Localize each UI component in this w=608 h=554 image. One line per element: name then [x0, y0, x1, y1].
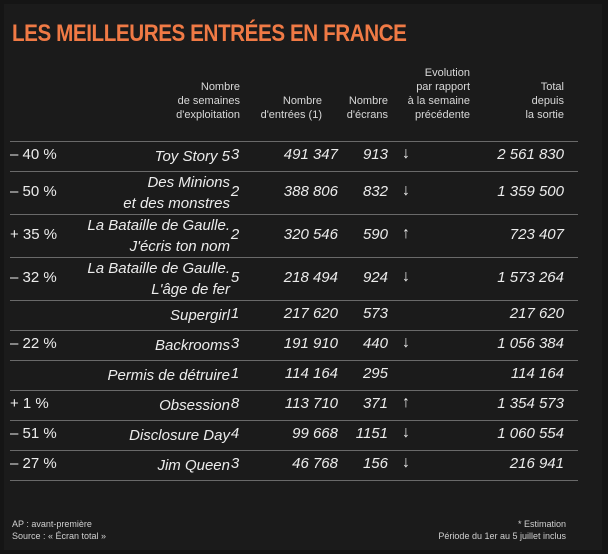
total-value: 2 561 830: [497, 146, 564, 163]
arrow-up-icon: ↑: [402, 394, 410, 411]
box-office-panel: [4, 4, 602, 550]
weeks-value: 1: [230, 365, 240, 382]
screens-value: 1151: [355, 425, 388, 442]
table-row: Toy Story 5 3 491 347 913 – 40 % 2 561 830 ↓: [10, 142, 578, 172]
evolution-value: – 51 %: [10, 425, 57, 442]
screens-value: 295: [362, 365, 388, 382]
arrow-down-icon: ↓: [402, 145, 410, 162]
weeks-value: 2: [230, 183, 240, 200]
film-title: Toy Story 5: [154, 148, 230, 165]
weeks-value: 8: [230, 395, 240, 412]
evolution-value: + 1 %: [10, 395, 49, 412]
total-value: 216 941: [509, 455, 564, 472]
table-row: Obsession 8 113 710 371 + 1 % 1 354 573 ↑: [10, 391, 578, 421]
arrow-down-icon: ↓: [402, 334, 410, 351]
screens-value: 371: [362, 395, 388, 412]
film-title: Jim Queen: [157, 457, 230, 474]
entries-value: 46 768: [292, 455, 338, 472]
weeks-value: 3: [230, 455, 240, 472]
film-title: Permis de détruire: [107, 367, 230, 384]
total-value: 1 056 384: [497, 335, 564, 352]
table-row: La Bataille de Gaulle. L'âge de fer 5 218 …: [10, 258, 578, 301]
weeks-value: 4: [230, 425, 240, 442]
box-office-table: Toy Story 5 3 491 347 913– 40 % 2 561 830 ↓ De…: [10, 141, 578, 481]
table-row: Jim Queen 3 46 768 156 – 27 % 216 941 ↓: [10, 451, 578, 481]
weeks-value: 1: [230, 305, 240, 322]
entries-value: 491 347: [283, 146, 338, 163]
film-title: Disclosure Day: [129, 427, 230, 444]
total-value: 114 164: [510, 365, 564, 382]
evolution-value: – 50 %: [10, 183, 57, 200]
page-title: LES MEILLEURES ENTRÉES EN FRANCE: [12, 20, 407, 47]
total-value: 217 620: [509, 305, 564, 322]
arrow-down-icon: ↓: [402, 268, 410, 285]
footer-notes: AP : avant-première Source : « Écran tot…: [12, 519, 107, 541]
arrow-down-icon: ↓: [402, 182, 410, 199]
evolution-value: – 40 %: [10, 146, 57, 163]
total-value: 723 407: [509, 226, 564, 243]
entries-value: 99 668: [292, 425, 338, 442]
film-title: Backrooms: [154, 337, 230, 354]
table-row: Supergirl 1 217 620 573 217 620: [10, 301, 578, 331]
film-title: Obsession: [159, 397, 230, 414]
arrow-down-icon: ↓: [402, 424, 410, 441]
header-entries: Nombre d'entrées (1): [260, 95, 322, 121]
evolution-value: – 32 %: [10, 269, 57, 286]
screens-value: 913: [362, 146, 388, 163]
entries-value: 191 910: [283, 335, 338, 352]
film-title: La Bataille de Gaulle. J'écris ton nom: [87, 217, 230, 255]
screens-value: 924: [362, 269, 388, 286]
total-value: 1 060 554: [497, 425, 564, 442]
weeks-value: 5: [230, 269, 240, 286]
screens-value: 573: [362, 305, 388, 322]
header-evolution: Evolution par rapport à la semaine précé…: [407, 67, 470, 121]
entries-value: 320 546: [283, 226, 338, 243]
header-weeks: Nombre de semaines d'exploitation: [176, 81, 240, 121]
table-row: Des Minions et des monstres 2 388 806 832 – …: [10, 172, 578, 215]
entries-value: 113 710: [284, 395, 338, 412]
film-title: Supergirl: [169, 307, 230, 324]
weeks-value: 3: [230, 146, 240, 163]
entries-value: 388 806: [283, 183, 338, 200]
total-value: 1 359 500: [497, 183, 564, 200]
arrow-down-icon: ↓: [402, 454, 410, 471]
screens-value: 440: [362, 335, 388, 352]
weeks-value: 2: [230, 226, 240, 243]
table-row: Permis de détruire 1 114 164 295 114 164: [10, 361, 578, 391]
header-total: Total depuis la sortie: [525, 81, 564, 121]
footer-period: * Estimation Période du 1er au 5 juillet…: [438, 519, 566, 541]
entries-value: 217 620: [283, 305, 338, 322]
entries-value: 114 164: [284, 365, 338, 382]
total-value: 1 354 573: [497, 395, 564, 412]
arrow-up-icon: ↑: [402, 225, 410, 242]
evolution-value: – 22 %: [10, 335, 57, 352]
evolution-value: – 27 %: [10, 455, 57, 472]
table-row: Disclosure Day 4 99 668 1151 – 51 % 1 060 554…: [10, 421, 578, 451]
header-screens: Nombre d'écrans: [346, 95, 388, 121]
evolution-value: + 35 %: [10, 226, 58, 243]
film-title: Des Minions et des monstres: [123, 174, 230, 212]
table-row: Backrooms 3 191 910 440 – 22 % 1 056 384 ↓: [10, 331, 578, 361]
screens-value: 832: [362, 183, 388, 200]
film-title: La Bataille de Gaulle. L'âge de fer: [87, 260, 230, 298]
table-row: La Bataille de Gaulle. J'écris ton nom 2 3…: [10, 215, 578, 258]
screens-value: 590: [362, 226, 388, 243]
total-value: 1 573 264: [497, 269, 564, 286]
weeks-value: 3: [230, 335, 240, 352]
screens-value: 156: [362, 455, 388, 472]
entries-value: 218 494: [283, 269, 338, 286]
